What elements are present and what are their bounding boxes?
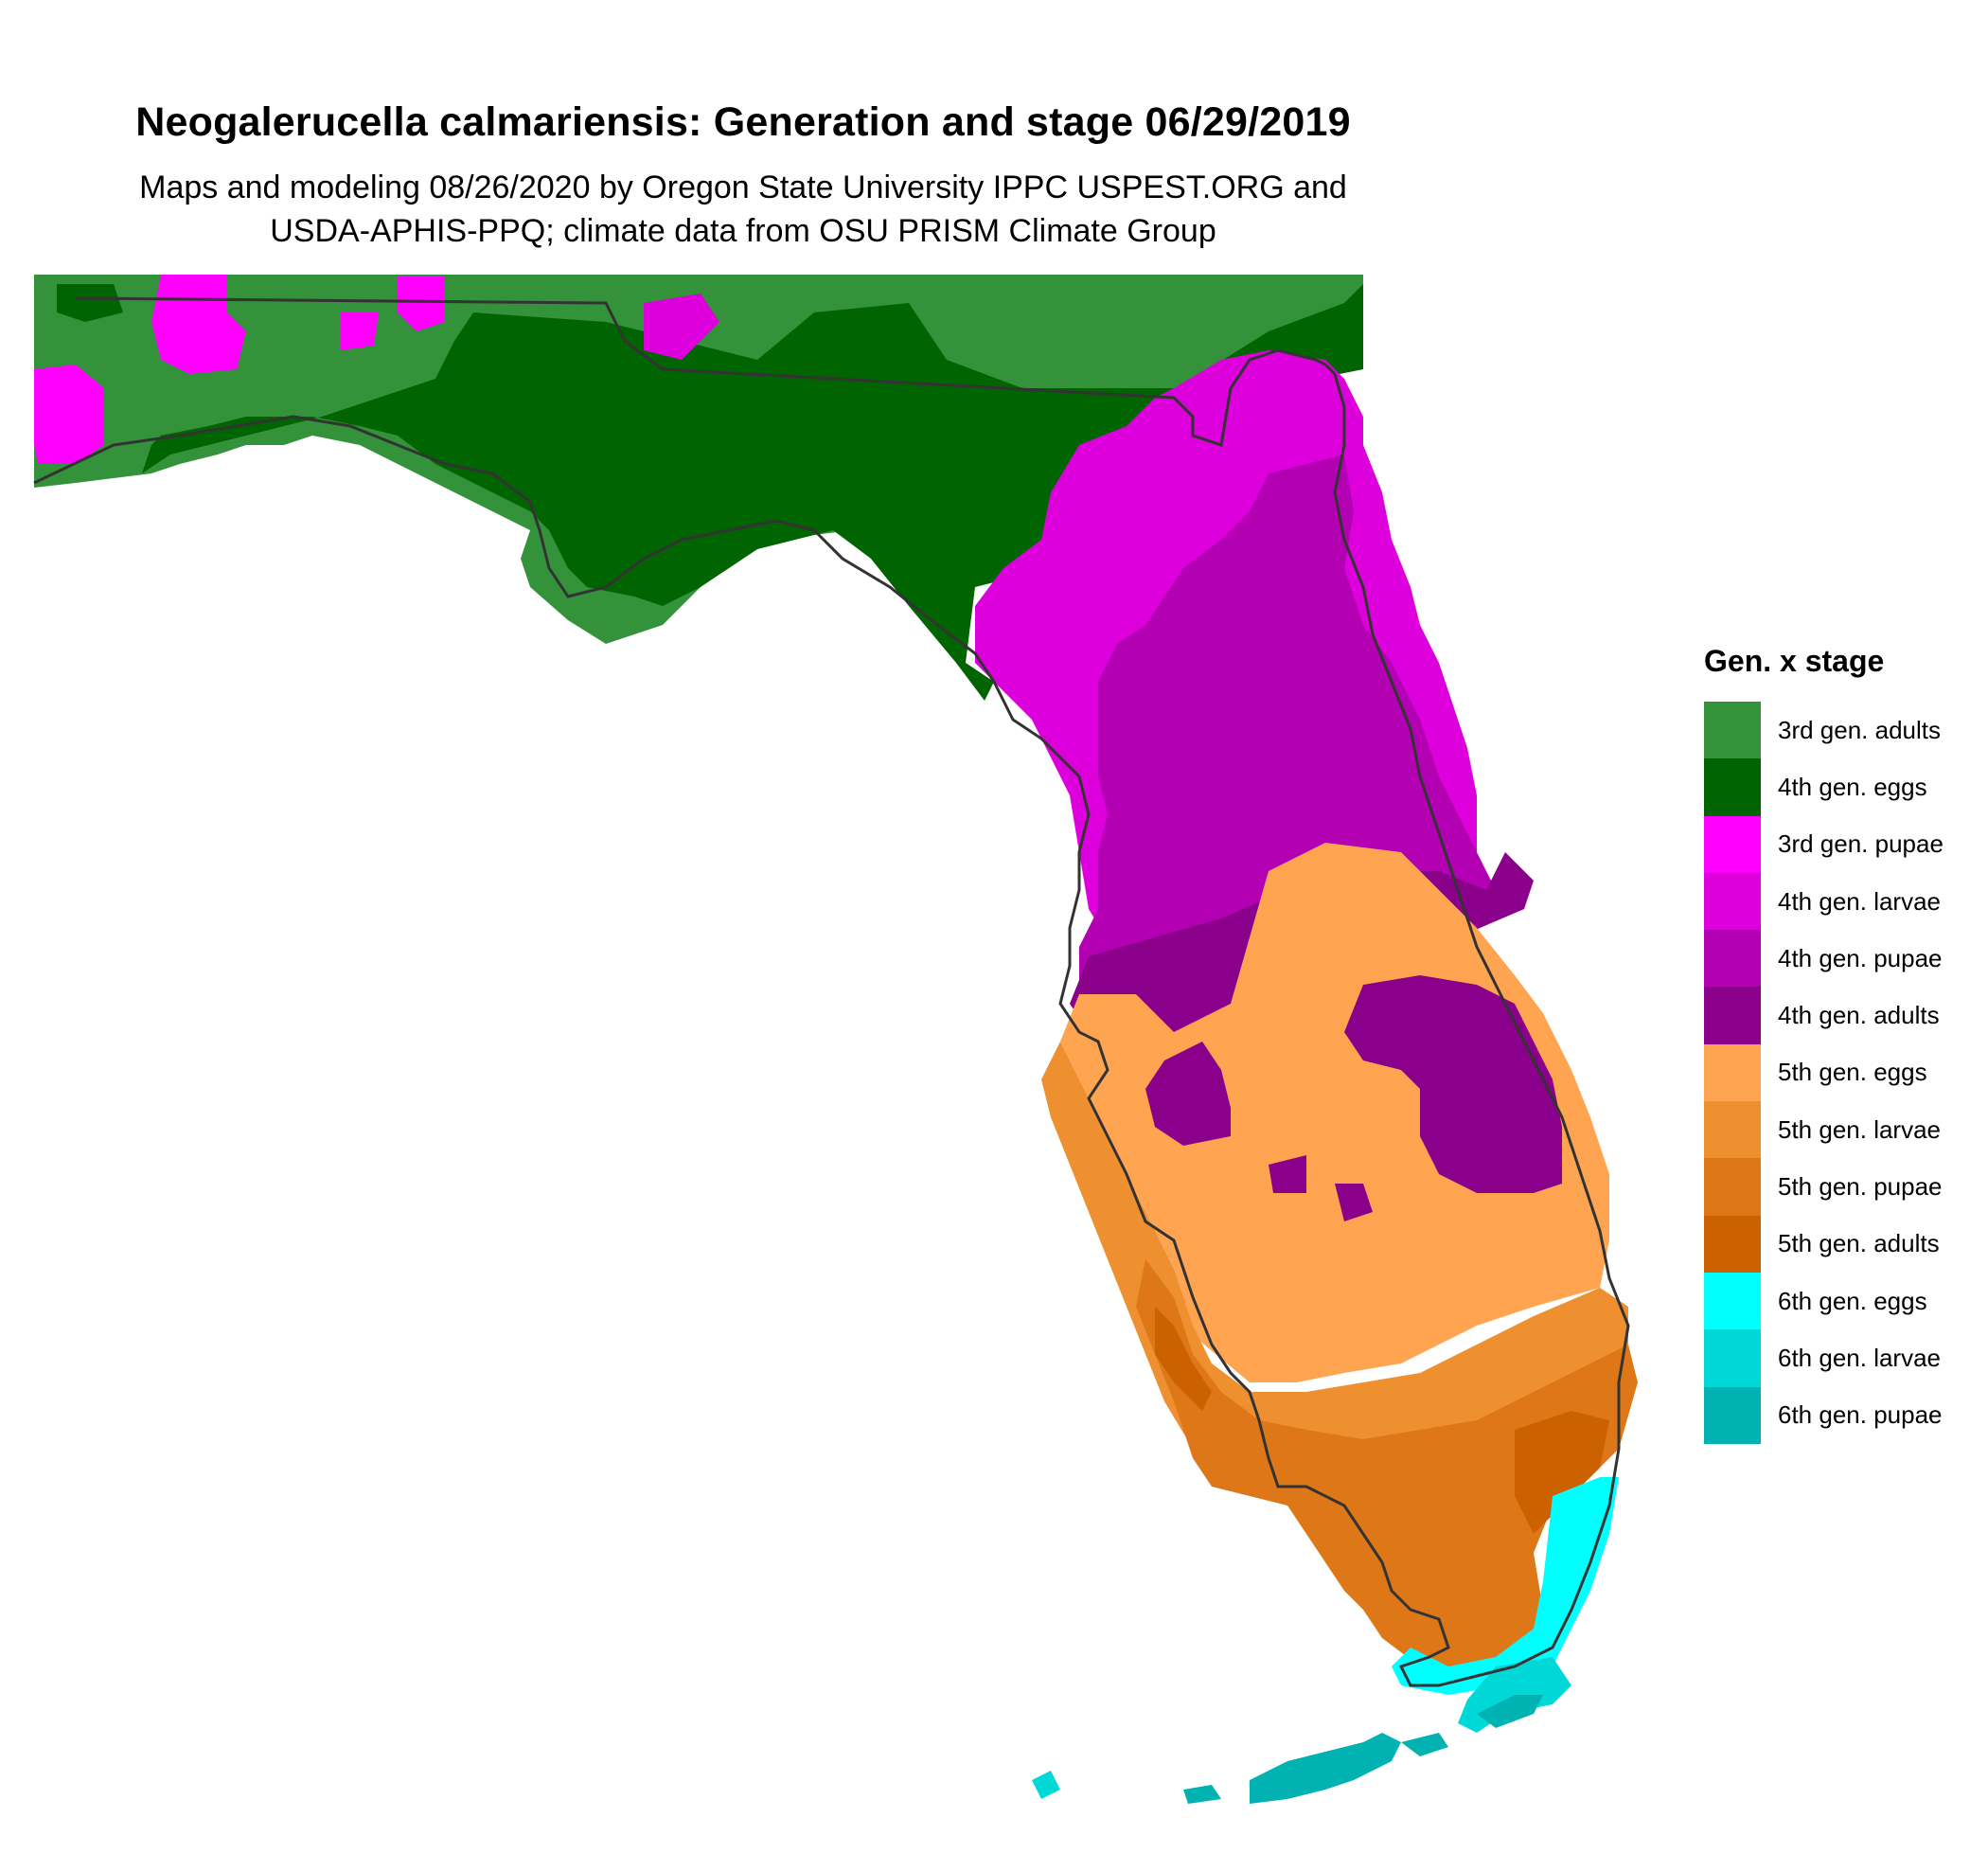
legend-label: 6th gen. larvae	[1778, 1343, 1942, 1372]
legend-label: 4th gen. eggs	[1778, 772, 1927, 801]
legend-item: 4th gen. adults	[1704, 987, 1969, 1044]
legend-label: 3rd gen. pupae	[1778, 829, 1944, 859]
legend-swatch	[1704, 1329, 1761, 1387]
legend-label: 5th gen. pupae	[1778, 1172, 1943, 1202]
region-6th-gen-eggs	[1392, 1477, 1619, 1695]
legend-items: 3rd gen. adults 4th gen. eggs 3rd gen. pup…	[1704, 702, 1969, 1444]
region-6th-gen-pupae-keys-mid	[1401, 1733, 1448, 1756]
legend-item: 5th gen. pupae	[1704, 1158, 1969, 1216]
legend-label: 4th gen. larvae	[1778, 886, 1942, 916]
state-border-al	[75, 296, 1326, 447]
region-3rd-gen-pupae-b	[398, 276, 445, 331]
legend-label: 3rd gen. adults	[1778, 715, 1942, 744]
region-4th-gen-adults-east	[1344, 975, 1562, 1193]
legend-label: 4th gen. pupae	[1778, 943, 1943, 972]
legend-swatch	[1704, 758, 1761, 816]
legend-swatch	[1704, 987, 1761, 1044]
state-outline	[33, 296, 1630, 1687]
region-4th-gen-eggs-panhandle	[142, 284, 1363, 701]
legend-label: 5th gen. adults	[1778, 1229, 1940, 1258]
legend-item: 4th gen. larvae	[1704, 872, 1969, 931]
legend: Gen. x stage 3rd gen. adults 4th gen. egg…	[1704, 644, 1969, 1444]
subtitle-line-1: Maps and modeling 08/26/2020 by Oregon S…	[139, 169, 1347, 205]
legend-item: 6th gen. larvae	[1704, 1329, 1969, 1387]
region-6th-gen-pupae-keys-east	[1477, 1695, 1543, 1728]
legend-item: 5th gen. larvae	[1704, 1101, 1969, 1159]
legend-label: 4th gen. adults	[1778, 1001, 1940, 1030]
region-4th-gen-eggs-nw	[57, 284, 123, 322]
legend-item: 4th gen. eggs	[1704, 758, 1969, 816]
map-title: Neogalerucella calmariensis: Generation …	[135, 99, 1351, 145]
legend-swatch	[1704, 872, 1761, 931]
legend-swatch	[1704, 1043, 1761, 1102]
subtitle-line-2: USDA-APHIS-PPQ; climate data from OSU PR…	[270, 213, 1216, 249]
legend-label: 5th gen. larvae	[1778, 1114, 1942, 1144]
region-4th-gen-adults-small-a	[1269, 1155, 1306, 1193]
region-5th-gen-eggs	[1060, 843, 1609, 1382]
region-6th-gen-pupae-keys-west	[1183, 1785, 1221, 1804]
region-4th-gen-larvae-ne	[644, 294, 719, 360]
region-5th-gen-pupae	[1136, 1259, 1638, 1666]
legend-item: 6th gen. eggs	[1704, 1272, 1969, 1330]
legend-label: 5th gen. eggs	[1778, 1058, 1927, 1087]
legend-title: Gen. x stage	[1704, 644, 1885, 678]
map-subtitle: Maps and modeling 08/26/2020 by Oregon S…	[0, 166, 1486, 253]
region-6th-gen-pupae-keys	[1250, 1733, 1401, 1804]
region-6th-gen-larvae-islet	[1032, 1771, 1060, 1799]
legend-swatch	[1704, 702, 1761, 759]
legend-item: 4th gen. pupae	[1704, 930, 1969, 988]
legend-item: 6th gen. pupae	[1704, 1386, 1969, 1444]
coastline	[33, 363, 1630, 1687]
region-5th-gen-adults-east	[1515, 1411, 1609, 1534]
legend-swatch	[1704, 815, 1761, 873]
legend-label: 6th gen. eggs	[1778, 1286, 1927, 1315]
legend-label: 6th gen. pupae	[1778, 1400, 1943, 1430]
region-3rd-gen-pupae-west	[34, 365, 104, 464]
legend-swatch	[1704, 930, 1761, 988]
region-5th-gen-adults-west	[1155, 1307, 1212, 1411]
legend-swatch	[1704, 1101, 1761, 1159]
legend-item: 3rd gen. pupae	[1704, 815, 1969, 873]
legend-item: 3rd gen. adults	[1704, 702, 1969, 759]
region-3rd-gen-pupae-c	[341, 312, 379, 350]
legend-item: 5th gen. adults	[1704, 1215, 1969, 1273]
region-4th-gen-adults-small-b	[1335, 1184, 1373, 1221]
map-regions	[34, 275, 1638, 1804]
legend-swatch	[1704, 1386, 1761, 1444]
legend-swatch	[1704, 1215, 1761, 1273]
legend-item: 5th gen. eggs	[1704, 1043, 1969, 1102]
legend-swatch	[1704, 1158, 1761, 1216]
region-4th-gen-adults-west	[1145, 1042, 1231, 1146]
legend-swatch	[1704, 1272, 1761, 1330]
